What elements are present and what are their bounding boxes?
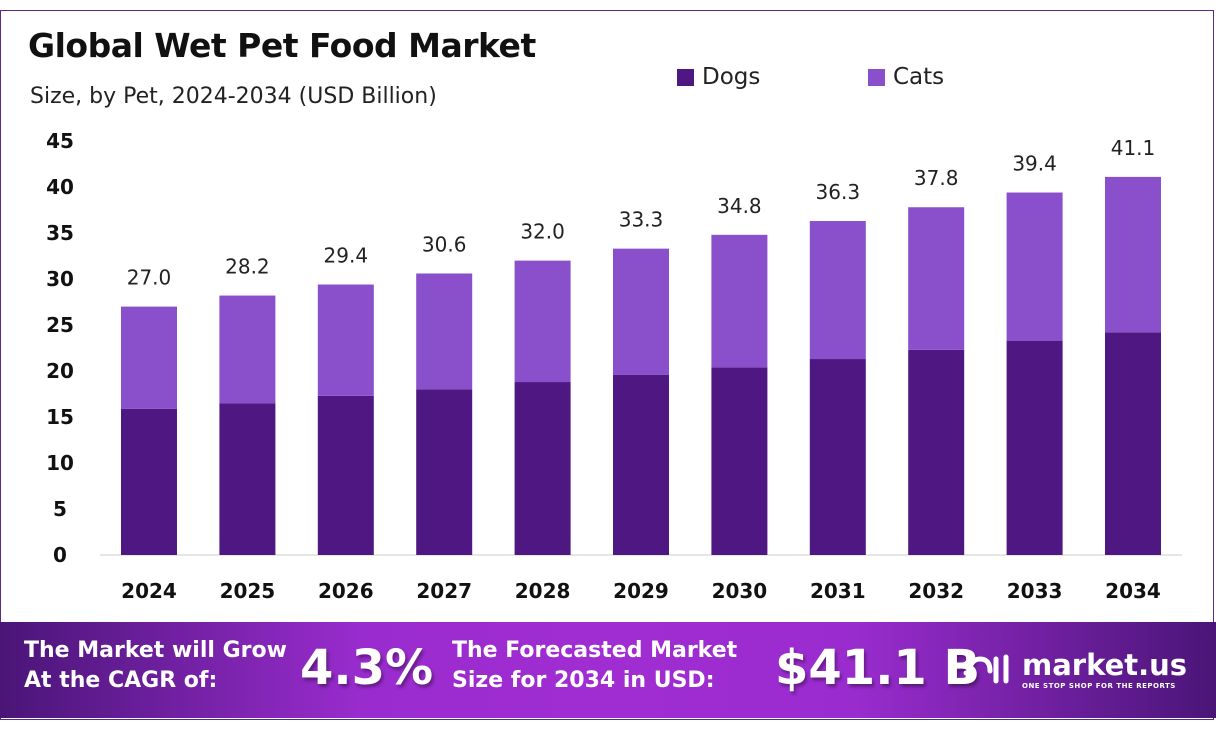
bar-cats-2033: [1006, 192, 1063, 341]
x-tick-label: 2028: [515, 579, 571, 603]
total-label: 34.8: [717, 194, 762, 218]
bar-dogs-2027: [416, 389, 473, 555]
chart-subtitle: Size, by Pet, 2024-2034 (USD Billion): [30, 84, 437, 109]
y-tick-label: 10: [46, 451, 74, 475]
bar-cats-2034: [1105, 176, 1161, 333]
x-tick-label: 2032: [908, 579, 964, 603]
chart-frame: [0, 10, 1214, 720]
x-tick-label: 2027: [416, 579, 472, 603]
bar-cats-2026: [317, 284, 374, 396]
x-tick-label: 2025: [220, 579, 276, 603]
cagr-label-line1: The Market will Grow: [24, 638, 287, 663]
y-tick-label: 20: [46, 359, 74, 383]
bar-dogs-2025: [219, 403, 276, 555]
bar-dogs-2031: [809, 359, 866, 555]
x-tick-label: 2031: [810, 579, 866, 603]
bar-cats-2025: [219, 295, 276, 404]
bar-cats-2024: [121, 306, 177, 409]
bar-cats-2029: [613, 248, 669, 375]
logo-name: market.us: [1022, 648, 1188, 682]
bar-cats-2031: [809, 221, 866, 360]
y-tick-label: 30: [46, 267, 74, 291]
total-label: 41.1: [1111, 136, 1156, 160]
y-tick-label: 40: [46, 175, 74, 199]
bar-dogs-2033: [1006, 340, 1063, 555]
bar-dogs-2030: [711, 367, 768, 555]
bar-cats-2032: [908, 207, 965, 350]
logo-tagline: ONE STOP SHOP FOR THE REPORTS: [1022, 682, 1176, 690]
legend-item-cats: Cats: [868, 64, 944, 90]
logo-icon: [963, 654, 1009, 684]
bar-dogs-2028: [514, 382, 571, 555]
x-tick-label: 2024: [121, 579, 177, 603]
bar-cats-2030: [711, 234, 768, 368]
cagr-label: The Market will Grow At the CAGR of:: [24, 636, 287, 696]
total-label: 39.4: [1012, 152, 1057, 176]
y-tick-label: 5: [53, 497, 67, 521]
cagr-value: 4.3%: [300, 640, 434, 696]
total-label: 28.2: [225, 255, 270, 279]
total-label: 33.3: [619, 208, 664, 232]
forecast-label-line1: The Forecasted Market: [452, 638, 738, 663]
x-tick-label: 2029: [613, 579, 669, 603]
forecast-value: $41.1 B: [775, 640, 981, 696]
y-tick-label: 15: [46, 405, 74, 429]
legend-label-cats: Cats: [893, 64, 945, 90]
bar-cats-2028: [514, 260, 571, 383]
bar-chart: 05101520253035404527.0202428.2202529.420…: [46, 129, 1182, 603]
legend-label-dogs: Dogs: [702, 64, 761, 90]
cagr-label-line2: At the CAGR of:: [24, 668, 218, 693]
total-label: 29.4: [324, 244, 369, 268]
total-label: 32.0: [520, 220, 565, 244]
bar-dogs-2032: [908, 349, 965, 555]
legend-swatch-dogs: [677, 68, 694, 86]
bar-dogs-2026: [317, 395, 374, 555]
x-tick-label: 2033: [1007, 579, 1063, 603]
y-tick-label: 25: [46, 313, 74, 337]
bar-dogs-2034: [1105, 332, 1161, 555]
summary-banner: The Market will Grow At the CAGR of: 4.3…: [0, 622, 1216, 718]
y-tick-label: 0: [53, 543, 67, 567]
bar-dogs-2029: [613, 374, 669, 555]
forecast-label-line2: Size for 2034 in USD:: [452, 668, 715, 693]
total-label: 27.0: [127, 266, 172, 290]
x-tick-label: 2034: [1105, 579, 1161, 603]
legend-swatch-cats: [868, 68, 885, 86]
bar-dogs-2024: [121, 408, 177, 555]
x-tick-label: 2030: [712, 579, 768, 603]
total-label: 36.3: [816, 180, 861, 204]
x-tick-label: 2026: [318, 579, 374, 603]
marketus-logo: market.us ONE STOP SHOP FOR THE REPORTS: [962, 648, 1187, 690]
y-tick-label: 45: [46, 129, 74, 153]
total-label: 30.6: [422, 232, 467, 256]
chart-title: Global Wet Pet Food Market: [28, 26, 536, 65]
forecast-label: The Forecasted Market Size for 2034 in U…: [452, 636, 737, 696]
legend-item-dogs: Dogs: [677, 64, 760, 90]
bar-cats-2027: [416, 273, 473, 390]
total-label: 37.8: [914, 166, 959, 190]
y-tick-label: 35: [46, 221, 74, 245]
